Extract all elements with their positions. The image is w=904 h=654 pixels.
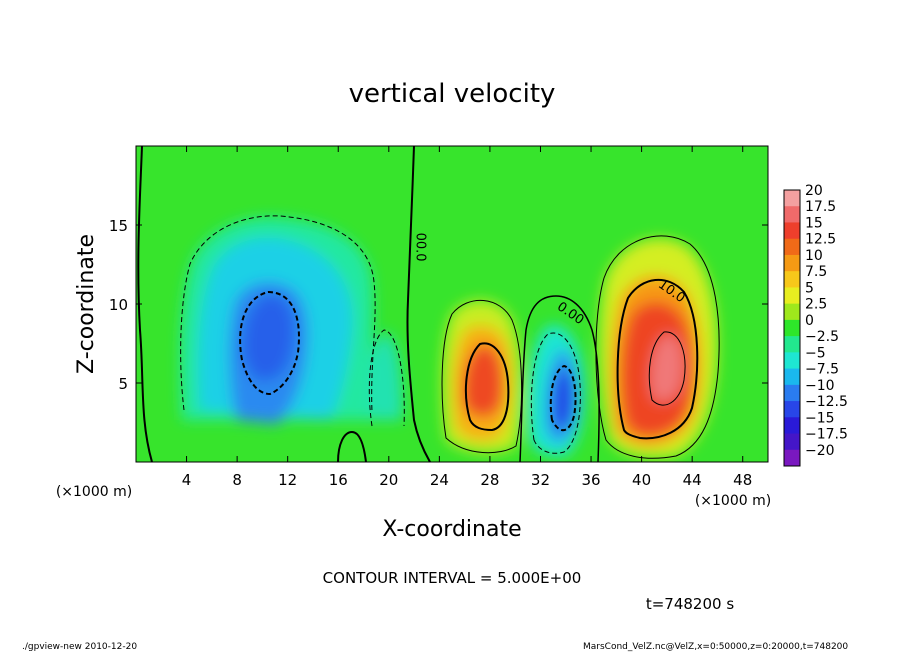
contour-m5-downdraft-b — [530, 332, 581, 454]
colorbar-swatch — [784, 384, 800, 402]
colorbar-label: 17.5 — [805, 199, 836, 215]
colorbar-label: 10 — [805, 248, 823, 264]
shaded-field — [180, 217, 717, 458]
x-tick-label: 4 — [182, 471, 192, 489]
colorbar-swatch — [784, 271, 800, 288]
colorbar-swatch — [784, 287, 800, 305]
colorbar-label: −17.5 — [805, 427, 848, 443]
colorbar-frame — [783, 189, 801, 467]
colorbar-swatch — [784, 336, 800, 353]
colorbar-label: −5 — [805, 345, 826, 361]
contour-10-updraft-a — [464, 342, 510, 432]
colorbar-label: −10 — [805, 378, 835, 394]
updraft-c-core — [650, 333, 684, 402]
contour-m10-left — [239, 290, 300, 396]
x-tick-label: 24 — [430, 471, 449, 489]
x-tick-label: 32 — [531, 471, 550, 489]
x-axis-unit-right: (×1000 m) — [695, 493, 771, 509]
colorbar-label: 2.5 — [805, 297, 827, 313]
contour-5-updraft-c — [595, 235, 720, 459]
colorbar-label: −15 — [805, 410, 835, 426]
colorbar-label: 15 — [805, 215, 823, 231]
x-axis-label: X-coordinate — [382, 517, 521, 542]
colorbar-label: 0 — [805, 313, 814, 329]
colorbar-swatch — [784, 352, 800, 370]
colorbar: 2017.51512.5107.552.50−2.5−5−7.5−10−12.5… — [783, 183, 848, 467]
colorbar-label: −20 — [805, 443, 835, 459]
colorbar-label: 12.5 — [805, 232, 836, 248]
contour-10-updraft-c — [616, 278, 699, 440]
contour-zero-updraft-a — [519, 295, 600, 462]
colorbar-label: −12.5 — [805, 394, 848, 410]
x-tick-label: 16 — [329, 471, 348, 489]
x-axis-unit-left: (×1000 m) — [56, 484, 132, 500]
contour-label: 00.0 — [413, 233, 428, 262]
y-tick-label: 15 — [109, 217, 128, 235]
contour-interval-text: CONTOUR INTERVAL = 5.000E+00 — [323, 569, 582, 587]
y-tick-label: 5 — [118, 375, 128, 393]
x-tick-label: 12 — [278, 471, 297, 489]
colorbar-swatch — [784, 401, 800, 418]
colorbar-swatch — [784, 433, 800, 451]
chart-title: vertical velocity — [349, 79, 556, 109]
colorbar-swatch — [784, 206, 800, 223]
colorbar-label: 5 — [805, 280, 814, 296]
contour-lines — [137, 146, 720, 462]
updraft-a-core — [462, 344, 504, 418]
colorbar-swatch — [784, 417, 800, 435]
y-tick-label: 10 — [109, 296, 128, 314]
x-tick-label: 8 — [232, 471, 242, 489]
colorbar-swatch — [784, 222, 800, 240]
colorbar-label: 7.5 — [805, 264, 827, 280]
contour-m10-downdraft-b — [549, 364, 577, 431]
colorbar-label: 20 — [805, 183, 823, 199]
colorbar-swatch — [784, 368, 800, 386]
downdraft-small-right — [368, 332, 403, 420]
colorbar-swatch — [784, 303, 800, 321]
colorbar-swatch — [784, 190, 800, 207]
contour-5-updraft-a — [441, 300, 523, 454]
downdraft-left-core — [243, 294, 295, 381]
contour-15-updraft-c — [648, 331, 686, 406]
contour-zero-bottom-bump — [337, 430, 367, 462]
colorbar-swatch — [784, 319, 800, 337]
downdraft-b-core — [552, 368, 574, 430]
x-axis: 4 8 12 16 20 24 28 32 36 40 44 48 — [182, 146, 752, 489]
colorbar-swatch — [784, 238, 800, 256]
contour-m5-small — [368, 329, 405, 427]
colorbar-label: −2.5 — [805, 329, 839, 345]
colorbar-swatch — [784, 254, 800, 272]
x-tick-label: 40 — [632, 471, 651, 489]
x-tick-label: 20 — [379, 471, 398, 489]
colorbar-label: −7.5 — [805, 362, 839, 378]
x-tick-label: 44 — [683, 471, 702, 489]
time-text: t=748200 s — [646, 595, 734, 613]
footer-left: ./gpview-new 2010-12-20 — [22, 642, 138, 652]
colorbar-swatch — [784, 449, 800, 467]
x-tick-label: 36 — [581, 471, 600, 489]
contour-zero-x22 — [406, 146, 431, 462]
y-axis: 5 10 15 — [109, 217, 768, 393]
x-tick-label: 28 — [480, 471, 499, 489]
x-tick-label: 48 — [733, 471, 752, 489]
contour-zero-left-edge — [137, 146, 153, 462]
y-axis-label: Z-coordinate — [74, 234, 99, 374]
contour-m5-left — [180, 215, 376, 413]
footer-right: MarsCond_VelZ.nc@VelZ,x=0:50000,z=0:2000… — [583, 642, 849, 652]
